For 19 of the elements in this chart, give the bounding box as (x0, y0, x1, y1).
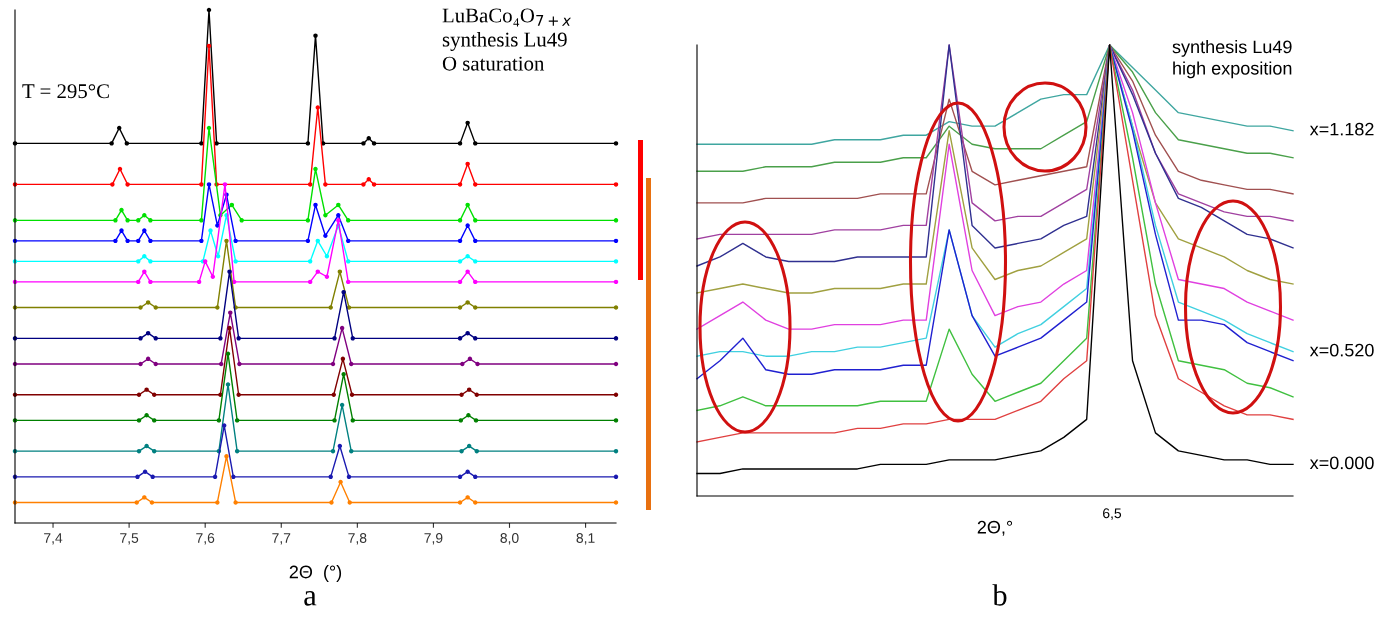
x-tick-label: 7,9 (424, 533, 443, 545)
x-axis-title: 2Θ,° (977, 520, 1013, 536)
text: b (992, 584, 1007, 606)
series-label: x=1.182 (1309, 122, 1374, 136)
x-tick-label: 7,5 (120, 533, 139, 545)
x-tick-label: 8,0 (500, 533, 519, 545)
series-label: x=0.520 (1309, 343, 1374, 357)
annotation: T = 295°C (22, 84, 109, 99)
x-tick-label: 7,4 (44, 533, 63, 545)
series-label: x=0.000 (1309, 456, 1374, 470)
annotation: synthesis Lu49 high exposition (1172, 40, 1292, 79)
x-tick-label: 8,1 (576, 533, 595, 545)
annotation: LuBaCo₄O$_{7+x}$ synthesis Lu49 O saturation (442, 8, 572, 71)
x-axis-title: 2Θ (°) (289, 565, 342, 582)
text: 6,5 (1103, 508, 1122, 520)
x-tick-label: 7,6 (196, 533, 215, 545)
x-tick-label: 7,8 (348, 533, 367, 545)
text: a (304, 591, 317, 606)
x-tick-label: 7,7 (272, 533, 291, 545)
